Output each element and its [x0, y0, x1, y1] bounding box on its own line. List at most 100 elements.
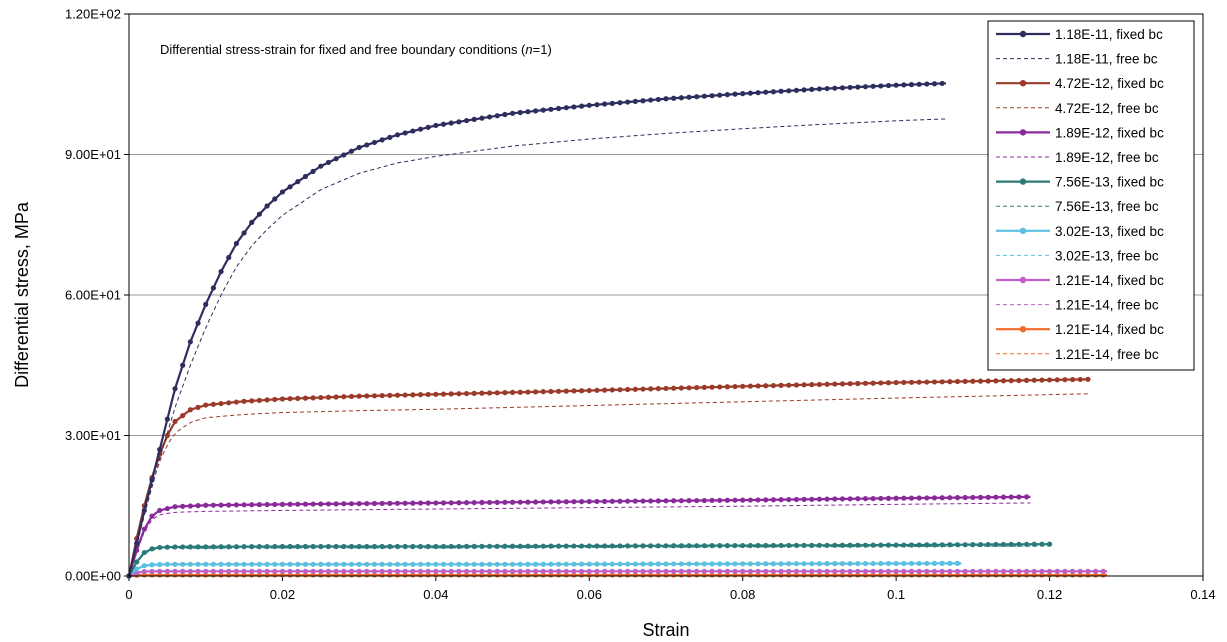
series-marker	[164, 416, 170, 422]
series-marker	[134, 540, 140, 546]
x-tick-label: 0.02	[270, 587, 295, 602]
series-marker	[740, 542, 746, 549]
series-marker	[870, 83, 876, 89]
series-marker	[249, 544, 255, 550]
series-marker	[717, 568, 723, 574]
series-marker	[717, 384, 723, 390]
series-marker	[901, 560, 907, 567]
series-marker	[226, 502, 232, 508]
series-marker	[686, 94, 692, 100]
series-marker	[931, 568, 938, 574]
series-marker	[479, 390, 485, 396]
series-marker	[532, 568, 539, 574]
series-marker	[448, 561, 454, 567]
series-marker	[226, 561, 232, 567]
legend: 1.18E-11, fixed bc 1.18E-11, free bc 4.72E…	[987, 20, 1195, 371]
series-marker	[678, 543, 684, 549]
series-marker	[793, 568, 800, 574]
series-marker	[387, 134, 393, 140]
series-marker	[916, 495, 922, 501]
series-marker	[686, 385, 692, 391]
series-marker	[901, 379, 907, 386]
legend-swatch-marker	[1019, 80, 1027, 87]
series-marker	[448, 568, 454, 574]
series-marker	[678, 568, 684, 574]
series-marker	[486, 114, 493, 120]
series-marker	[302, 395, 309, 401]
y-tick-label: 9.00E+01	[65, 147, 121, 162]
series-marker	[295, 179, 301, 185]
series-marker	[456, 391, 462, 397]
series-marker	[394, 500, 401, 506]
series-marker	[1039, 568, 1045, 574]
series-marker	[180, 568, 186, 574]
series-marker	[525, 568, 531, 574]
series-marker	[916, 560, 922, 567]
series-marker	[893, 542, 899, 548]
series-marker	[233, 568, 239, 574]
series-marker	[410, 561, 416, 567]
series-marker	[832, 542, 838, 548]
series-marker	[402, 392, 408, 398]
series-marker	[486, 561, 493, 567]
series-marker	[839, 542, 846, 548]
series-marker	[364, 561, 370, 567]
series-marker	[625, 498, 631, 504]
series-marker	[440, 391, 447, 397]
series-marker	[149, 546, 155, 552]
series-marker	[456, 119, 462, 125]
series-marker	[793, 561, 800, 567]
series-marker	[402, 568, 408, 574]
legend-swatch-marker	[1019, 227, 1027, 234]
series-marker	[1000, 494, 1007, 500]
series-marker	[832, 496, 838, 502]
series-marker	[632, 543, 638, 549]
series-marker	[594, 102, 600, 108]
series-marker	[463, 543, 470, 550]
series-marker	[571, 568, 577, 574]
series-marker	[924, 495, 930, 501]
series-marker	[479, 499, 485, 506]
series-marker	[525, 109, 531, 115]
series-marker	[747, 561, 753, 567]
series-marker	[141, 549, 147, 556]
series-marker	[203, 502, 209, 508]
series-marker	[256, 561, 263, 567]
series-marker	[724, 384, 730, 390]
series-1-18e-11-free-bc	[128, 118, 947, 577]
series-marker	[540, 568, 546, 574]
series-marker	[463, 390, 470, 397]
series-marker	[885, 495, 892, 501]
series-marker	[916, 379, 922, 385]
series-marker	[325, 394, 332, 400]
series-marker	[356, 561, 362, 567]
series-marker	[456, 500, 462, 506]
series-marker	[962, 378, 968, 384]
series-marker	[740, 568, 746, 574]
series-marker	[410, 568, 416, 574]
series-marker	[348, 501, 355, 507]
series-marker	[625, 561, 631, 567]
series-marker	[141, 526, 147, 532]
series-marker	[264, 568, 270, 574]
series-marker	[532, 561, 539, 567]
series-marker	[210, 561, 216, 567]
series-marker	[233, 544, 239, 550]
series-marker	[364, 543, 370, 550]
series-marker	[341, 561, 347, 567]
series-marker	[571, 388, 577, 394]
series-marker	[341, 394, 347, 400]
series-marker	[486, 568, 493, 574]
series-marker	[302, 501, 309, 507]
series-marker	[134, 566, 140, 572]
series-marker	[425, 500, 431, 506]
series-marker	[655, 543, 661, 549]
series-marker	[540, 107, 546, 113]
series-marker	[970, 378, 976, 384]
legend-swatch-marker	[1019, 276, 1027, 284]
series-marker	[809, 86, 815, 92]
series-marker	[571, 543, 577, 549]
series-marker	[862, 542, 869, 548]
series-marker	[939, 560, 945, 567]
